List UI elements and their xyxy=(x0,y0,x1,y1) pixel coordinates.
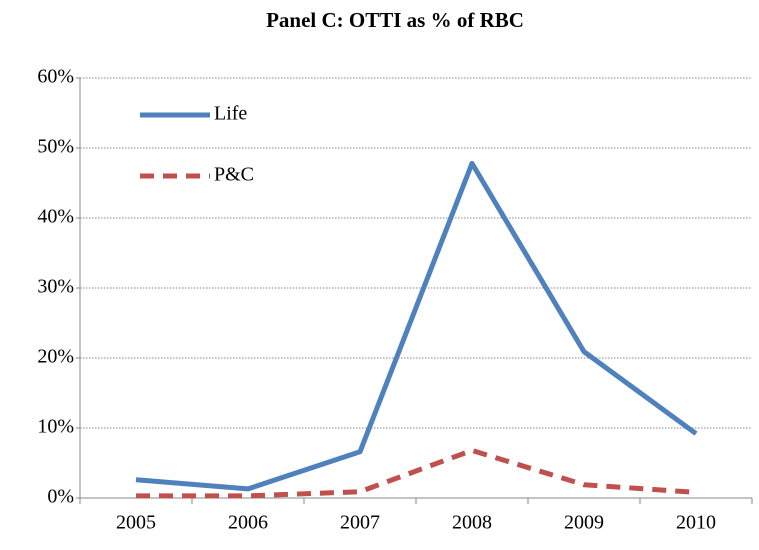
legend-label: Life xyxy=(214,103,247,125)
x-tick-label: 2007 xyxy=(340,512,380,534)
y-tick-label: 50% xyxy=(37,136,74,158)
chart-title: Panel C: OTTI as % of RBC xyxy=(266,8,524,32)
y-tick-label: 40% xyxy=(37,206,74,228)
series-line xyxy=(135,160,698,492)
x-tick-label: 2006 xyxy=(228,512,268,534)
x-tick-label: 2008 xyxy=(452,512,492,534)
y-tick-label: 30% xyxy=(37,276,74,298)
y-tick-label: 0% xyxy=(47,486,74,508)
legend-label: P&C xyxy=(214,164,254,186)
x-tick-label: 2005 xyxy=(116,512,156,534)
x-tick-label: 2010 xyxy=(676,512,716,534)
y-tick-label: 10% xyxy=(37,416,74,438)
y-tick-label: 20% xyxy=(37,346,74,368)
series-line xyxy=(136,447,697,499)
x-tick-label: 2009 xyxy=(564,512,604,534)
y-tick-label: 60% xyxy=(37,66,74,88)
